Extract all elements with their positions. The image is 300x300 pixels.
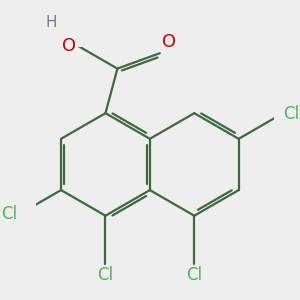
Text: Cl: Cl [283,106,299,124]
Text: Cl: Cl [1,206,17,224]
Text: O: O [162,33,176,51]
Text: Cl: Cl [98,266,113,284]
Text: O: O [62,37,76,55]
Text: H: H [45,15,57,30]
Text: Cl: Cl [186,266,202,284]
